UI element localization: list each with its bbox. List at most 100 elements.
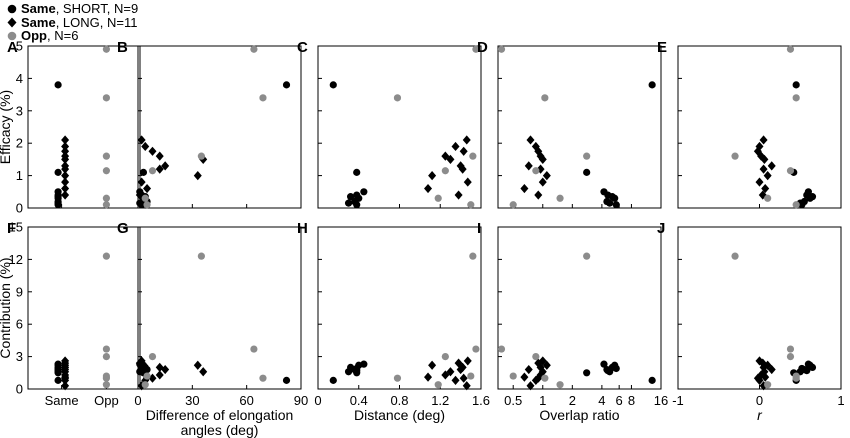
data-point-long xyxy=(759,381,768,391)
data-point-long xyxy=(767,161,776,171)
data-point-opp xyxy=(393,374,402,382)
panel-frame xyxy=(497,226,662,390)
data-point-opp xyxy=(556,381,564,389)
data-point-long xyxy=(763,171,772,181)
x-tick-label: 0.8 xyxy=(390,393,408,408)
data-point-opp xyxy=(102,353,110,361)
data-point-opp xyxy=(509,372,517,380)
legend-marker-same-short xyxy=(7,4,17,14)
data-point-opp xyxy=(541,374,549,382)
data-point-long xyxy=(463,356,472,366)
panel-label: B xyxy=(117,39,128,56)
panel-C: C xyxy=(297,39,482,209)
data-point-opp xyxy=(792,372,800,380)
data-point-long xyxy=(459,373,468,383)
panel-frame xyxy=(317,45,482,209)
data-point-long xyxy=(199,367,208,377)
data-point-opp xyxy=(441,353,449,361)
data-point-long xyxy=(463,177,472,187)
data-point-opp xyxy=(509,201,517,209)
panel-D: D xyxy=(477,39,662,209)
data-point-long xyxy=(61,358,70,368)
data-point-opp xyxy=(497,45,506,53)
data-point-short xyxy=(344,368,353,376)
y-tick-label: 5 xyxy=(16,39,23,54)
data-point-long xyxy=(462,381,471,391)
panel-I: I 0.5 1 2 4 6 8 16 Overlap ratio xyxy=(477,220,668,423)
x-tick-label: 0.4 xyxy=(350,393,368,408)
data-point-opp xyxy=(143,201,151,209)
data-point-long xyxy=(534,190,543,200)
y-tick-label: 3 xyxy=(16,103,23,118)
data-point-opp xyxy=(102,381,110,389)
data-point-short xyxy=(54,376,62,384)
data-point-long xyxy=(446,154,455,164)
data-point-long xyxy=(542,171,551,181)
data-point-long xyxy=(760,154,769,164)
data-point-long xyxy=(143,183,152,194)
y-tick-label: 1 xyxy=(16,168,23,183)
x-tick-label: 0 xyxy=(314,393,321,408)
data-point-long xyxy=(193,360,202,370)
y-tick-label: 15 xyxy=(9,220,23,235)
data-point-opp xyxy=(467,201,475,209)
panel-E: E xyxy=(657,39,842,209)
data-point-long xyxy=(454,190,463,200)
data-point-short xyxy=(282,376,291,384)
panel-frame xyxy=(497,45,662,209)
data-point-long xyxy=(424,372,433,382)
data-point-long xyxy=(61,154,70,164)
data-point-opp xyxy=(786,353,795,361)
panel-label: G xyxy=(117,220,129,237)
data-point-opp xyxy=(469,152,477,160)
data-point-opp xyxy=(532,167,540,175)
data-point-short xyxy=(611,194,619,202)
data-point-long xyxy=(61,381,70,391)
legend-entry-same-long: Same, LONG, N=11 xyxy=(21,15,137,30)
panel-label: D xyxy=(477,39,488,56)
panel-label: E xyxy=(657,39,667,56)
data-point-long xyxy=(148,146,157,156)
data-point-opp xyxy=(792,201,800,209)
data-point-long xyxy=(454,358,463,368)
data-point-short xyxy=(353,168,361,176)
data-point-long xyxy=(761,372,770,382)
data-point-long xyxy=(536,370,545,380)
x-tick-label: -1 xyxy=(672,393,684,408)
data-point-long xyxy=(459,146,468,156)
y-tick-label: 4 xyxy=(16,71,23,86)
data-point-opp xyxy=(786,345,795,353)
data-point-long xyxy=(755,177,764,187)
data-point-long xyxy=(524,161,533,171)
data-point-short xyxy=(606,199,614,207)
x-tick-label: 0 xyxy=(756,393,763,408)
data-point-long xyxy=(441,370,450,380)
data-point-short xyxy=(54,201,62,209)
x-tick-label: 90 xyxy=(294,393,308,408)
y-tick-label: 0 xyxy=(16,382,23,397)
x-axis-label: Overlap ratio xyxy=(539,407,619,423)
y-tick-label: 2 xyxy=(16,136,23,151)
data-point-short xyxy=(600,360,608,368)
data-point-long xyxy=(61,183,70,194)
data-point-long xyxy=(61,171,70,181)
data-point-long xyxy=(135,358,144,368)
panel-J: J -1 0 1 r xyxy=(657,220,845,423)
data-point-short xyxy=(282,81,291,89)
data-point-opp xyxy=(148,353,157,361)
data-point-long xyxy=(155,362,164,372)
data-point-long xyxy=(137,381,146,391)
data-point-opp xyxy=(102,167,110,175)
data-point-short xyxy=(612,364,620,373)
data-point-opp xyxy=(541,94,549,102)
data-point-long xyxy=(61,135,70,145)
data-point-opp xyxy=(583,252,591,260)
data-point-short xyxy=(353,201,361,209)
x-tick-label: 1 xyxy=(539,393,546,408)
data-point-long xyxy=(137,177,146,187)
data-point-long xyxy=(61,190,70,200)
data-point-opp xyxy=(469,252,477,260)
data-point-opp xyxy=(102,345,110,353)
data-point-long xyxy=(137,135,146,145)
